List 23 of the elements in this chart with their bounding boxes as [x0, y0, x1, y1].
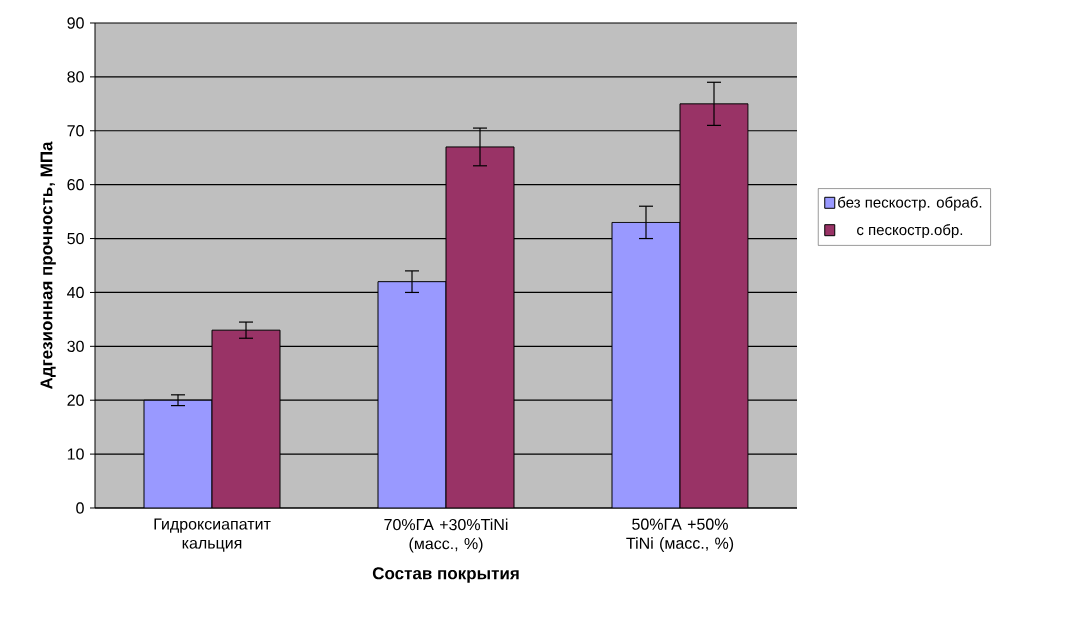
y-tick-label: 40	[67, 286, 84, 299]
bar	[611, 221, 681, 508]
x-axis-title: Состав покрытия	[372, 567, 519, 583]
legend-label: с пескостр.обр.	[857, 224, 963, 239]
bar	[143, 399, 213, 508]
bar	[377, 281, 447, 508]
x-tick-label: 70%ГА +30%TiNi (масс., %)	[384, 518, 508, 553]
y-tick-label: 30	[67, 340, 84, 352]
bar	[445, 146, 515, 508]
y-tick-label: 80	[67, 71, 84, 83]
bar	[211, 329, 281, 508]
y-tick-label: 0	[76, 502, 84, 514]
bar	[679, 103, 749, 508]
y-tick-label: 50	[67, 232, 84, 245]
x-tick-label: Гидроксиапатит кальция	[154, 518, 271, 552]
y-tick-label: 10	[67, 448, 84, 460]
y-tick-label: 70	[67, 125, 84, 137]
x-tick-label: 50%ГА +50% TiNi (масс., %)	[626, 518, 734, 552]
y-tick-label: 60	[67, 179, 84, 191]
y-tick-label: 90	[67, 17, 84, 29]
y-tick-label: 20	[67, 394, 84, 406]
y-axis-title: Адгезионная прочность, МПа	[40, 141, 56, 390]
legend-label: без пескостр. обраб.	[838, 196, 982, 211]
